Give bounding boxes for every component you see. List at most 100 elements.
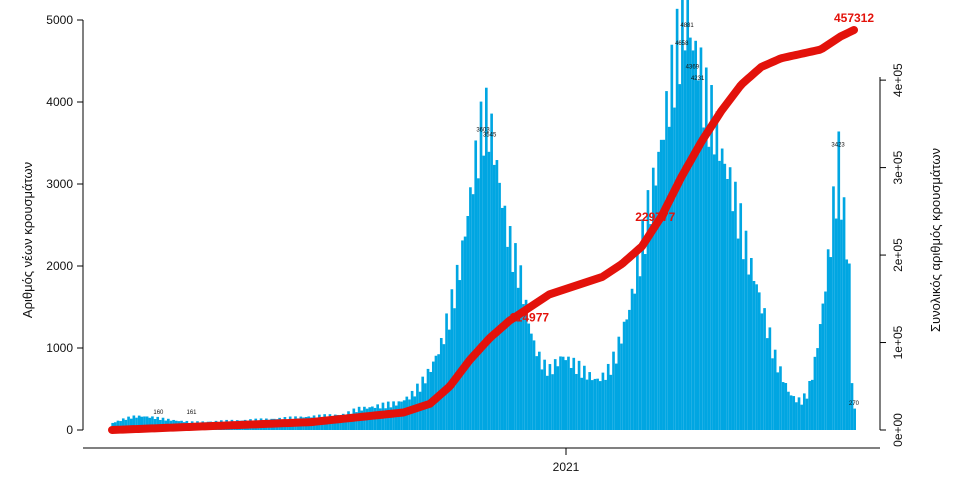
daily-bar <box>116 420 120 430</box>
daily-bar <box>805 398 809 430</box>
daily-bar <box>588 372 591 430</box>
daily-bar <box>636 253 639 430</box>
daily-bar <box>628 309 631 430</box>
cumulative-value-label: 457312 <box>834 11 874 25</box>
daily-bar <box>530 333 533 430</box>
daily-bar <box>567 356 570 430</box>
daily-bar <box>720 148 724 430</box>
daily-bar <box>659 139 663 430</box>
cumulative-value-labels: 114977 229777 457312 <box>510 11 875 324</box>
left-tick-label: 1000 <box>46 341 73 355</box>
daily-bar <box>477 178 480 430</box>
daily-bar <box>129 418 133 430</box>
daily-bar <box>124 419 128 430</box>
daily-bar <box>612 351 615 430</box>
daily-bar <box>572 357 576 430</box>
daily-bar <box>757 292 761 430</box>
daily-bar <box>829 257 833 430</box>
daily-bar <box>744 230 748 430</box>
daily-bar <box>850 383 854 430</box>
daily-bar <box>726 178 729 430</box>
right-y-axis-title: Συνολικός αριθμός κρουσμάτων <box>928 148 943 332</box>
daily-bar <box>681 0 684 430</box>
daily-bar <box>781 382 785 430</box>
left-tick-label: 5000 <box>46 13 73 27</box>
daily-bars-series <box>111 0 856 431</box>
daily-bar <box>816 348 819 430</box>
daily-bar <box>453 308 456 430</box>
daily-bar <box>537 351 541 430</box>
daily-bar <box>834 218 838 430</box>
daily-bar <box>145 416 149 430</box>
daily-bar <box>461 240 464 430</box>
daily-bar <box>135 417 138 430</box>
daily-bar <box>580 377 584 430</box>
daily-bar <box>543 359 546 430</box>
daily-bar <box>734 181 737 430</box>
daily-bar <box>540 369 544 430</box>
daily-bar <box>495 160 499 431</box>
daily-bar <box>818 324 822 430</box>
daily-bar <box>638 276 642 430</box>
bar-value-label: 4881 <box>680 23 694 29</box>
axis-labels: 0 1000 2000 3000 4000 5000 0e+00 1e+05 2e+05 3e+0… <box>20 13 943 474</box>
daily-bar <box>702 127 705 431</box>
daily-bar <box>646 190 650 430</box>
daily-bar <box>500 207 504 430</box>
daily-bar <box>439 337 443 430</box>
daily-bar <box>710 85 713 431</box>
daily-bar <box>553 359 557 430</box>
daily-bar <box>694 40 697 430</box>
daily-bar <box>143 416 146 430</box>
daily-bar <box>808 381 811 430</box>
daily-bar <box>575 373 578 430</box>
daily-bar <box>564 360 568 430</box>
daily-bar <box>665 91 668 430</box>
daily-bar <box>577 360 581 430</box>
daily-bar <box>718 160 721 431</box>
cumulative-line-series <box>108 26 858 434</box>
daily-bar <box>601 372 605 430</box>
daily-bar <box>779 366 782 430</box>
cumulative-value-label: 229777 <box>635 210 675 224</box>
daily-bar <box>707 146 711 430</box>
daily-bar <box>487 151 491 430</box>
daily-bar <box>596 378 599 430</box>
daily-bar <box>643 254 647 430</box>
daily-bar <box>715 111 719 431</box>
axes <box>77 19 886 455</box>
bar-value-label: 4658 <box>675 41 689 47</box>
daily-bar <box>532 340 536 430</box>
bar-value-label: 3545 <box>483 132 497 138</box>
daily-bar <box>516 287 520 430</box>
daily-bar <box>482 155 485 430</box>
daily-bar <box>620 343 623 430</box>
daily-bar <box>614 363 618 430</box>
daily-bar <box>617 336 621 430</box>
daily-bar <box>826 249 830 430</box>
daily-bar <box>673 107 676 430</box>
left-tick-label: 3000 <box>46 177 73 191</box>
daily-bar <box>765 338 769 430</box>
daily-bar <box>739 203 743 430</box>
bar-value-label: 161 <box>186 410 197 416</box>
left-tick-label: 0 <box>66 423 73 437</box>
daily-bar <box>506 246 509 430</box>
bar-value-label: 270 <box>849 401 860 407</box>
daily-bar <box>561 356 565 430</box>
daily-bar <box>670 44 674 430</box>
daily-bar <box>344 415 348 430</box>
daily-bar <box>569 367 573 430</box>
daily-bar <box>551 374 554 430</box>
daily-bar <box>545 375 549 430</box>
left-y-axis-title: Αριθμός νέων κρουσμάτων <box>20 162 35 318</box>
daily-bar <box>593 378 597 430</box>
daily-bar <box>712 154 716 431</box>
daily-bar <box>742 259 745 430</box>
daily-bar <box>840 219 843 430</box>
daily-bar <box>559 356 562 430</box>
daily-bar <box>802 393 806 430</box>
